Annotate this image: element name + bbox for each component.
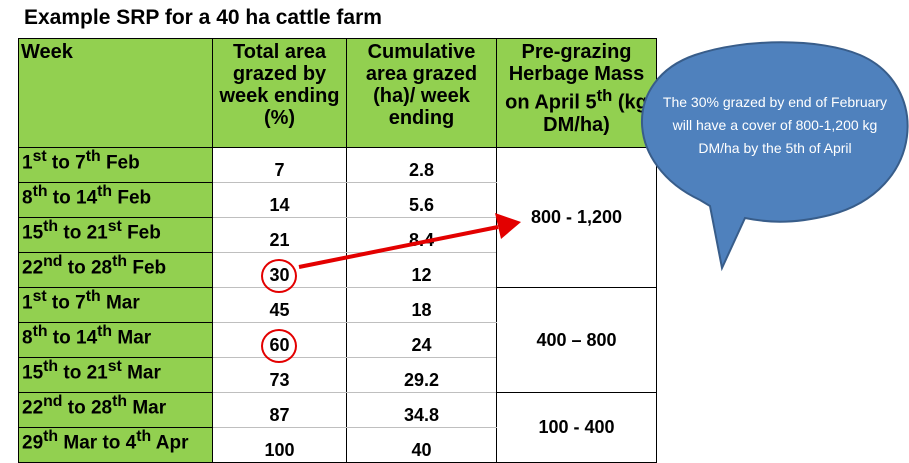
cumulative-area-cell: 2.8 — [346, 147, 497, 183]
week-cell: 15th to 21st Mar — [18, 357, 213, 393]
header-cumulative-area: Cumulative area grazed (ha)/ week ending — [346, 38, 497, 148]
header-pregrazing-mass: Pre-grazing Herbage Mass on April 5th (k… — [496, 38, 657, 148]
total-area-cell: 7 — [212, 147, 347, 183]
week-cell: 29th Mar to 4th Apr — [18, 427, 213, 463]
callout-bubble — [641, 41, 909, 272]
header-pregrazing-text: Pre-grazing Herbage Mass on April 5 — [505, 41, 645, 114]
callout-text: The 30% grazed by end of February will h… — [662, 94, 888, 156]
total-area-cell: 87 — [212, 392, 347, 428]
total-area-cell: 73 — [212, 357, 347, 393]
circled-value: 30 — [261, 259, 298, 293]
week-cell: 22nd to 28th Feb — [18, 252, 213, 288]
page-title: Example SRP for a 40 ha cattle farm — [24, 6, 382, 29]
table-row: 1st to 7th Feb 7 2.8 800 - 1,200 — [18, 147, 657, 288]
cumulative-area-cell: 24 — [346, 322, 497, 358]
cumulative-area-cell: 18 — [346, 287, 497, 323]
week-cell: 1st to 7th Mar — [18, 287, 213, 323]
header-pregrazing-unit: (kg DM/ha) — [543, 91, 648, 136]
table-row: 1st to 7th Mar 45 18 400 – 800 — [18, 287, 657, 393]
table-row: 29th Mar to 4th Apr 100 40 — [18, 427, 657, 463]
circled-value: 60 — [261, 329, 298, 363]
red-circle-marker — [261, 329, 298, 363]
total-area-cell: 14 — [212, 182, 347, 218]
week-cell: 22nd to 28th Mar — [18, 392, 213, 428]
header-pregrazing-suffix: th — [596, 86, 613, 105]
total-area-cell: 30 — [212, 252, 347, 293]
total-area-cell: 60 — [212, 322, 347, 363]
red-arrow — [298, 225, 499, 269]
header-row: Week Total area grazed by week ending (%… — [18, 38, 657, 148]
red-arrowhead — [495, 213, 521, 239]
week-cell: 1st to 7th Feb — [18, 147, 213, 183]
week-cell: 8th to 14th Feb — [18, 182, 213, 218]
cumulative-area-cell: 29.2 — [346, 357, 497, 393]
cumulative-area-cell: 12 — [346, 252, 497, 288]
table-row: 22nd to 28th Mar 87 34.8 100 - 400 — [18, 392, 657, 463]
table-row: 8th to 14th Mar 60 24 — [18, 322, 657, 363]
cumulative-area-cell: 40 — [346, 427, 497, 463]
red-circle-marker — [261, 259, 298, 293]
cumulative-area-cell: 34.8 — [346, 392, 497, 428]
week-cell: 15th to 21st Feb — [18, 217, 213, 253]
header-total-area: Total area grazed by week ending (%) — [212, 38, 347, 148]
table-row: 15th to 21st Mar 73 29.2 — [18, 357, 657, 393]
total-area-cell: 100 — [212, 427, 347, 463]
table-row: 22nd to 28th Feb 30 12 — [18, 252, 657, 293]
pregrazing-cell: 800 - 1,200 — [496, 147, 657, 288]
srp-table: Week Total area grazed by week ending (%… — [18, 38, 657, 463]
pregrazing-cell: 400 – 800 — [496, 287, 657, 393]
